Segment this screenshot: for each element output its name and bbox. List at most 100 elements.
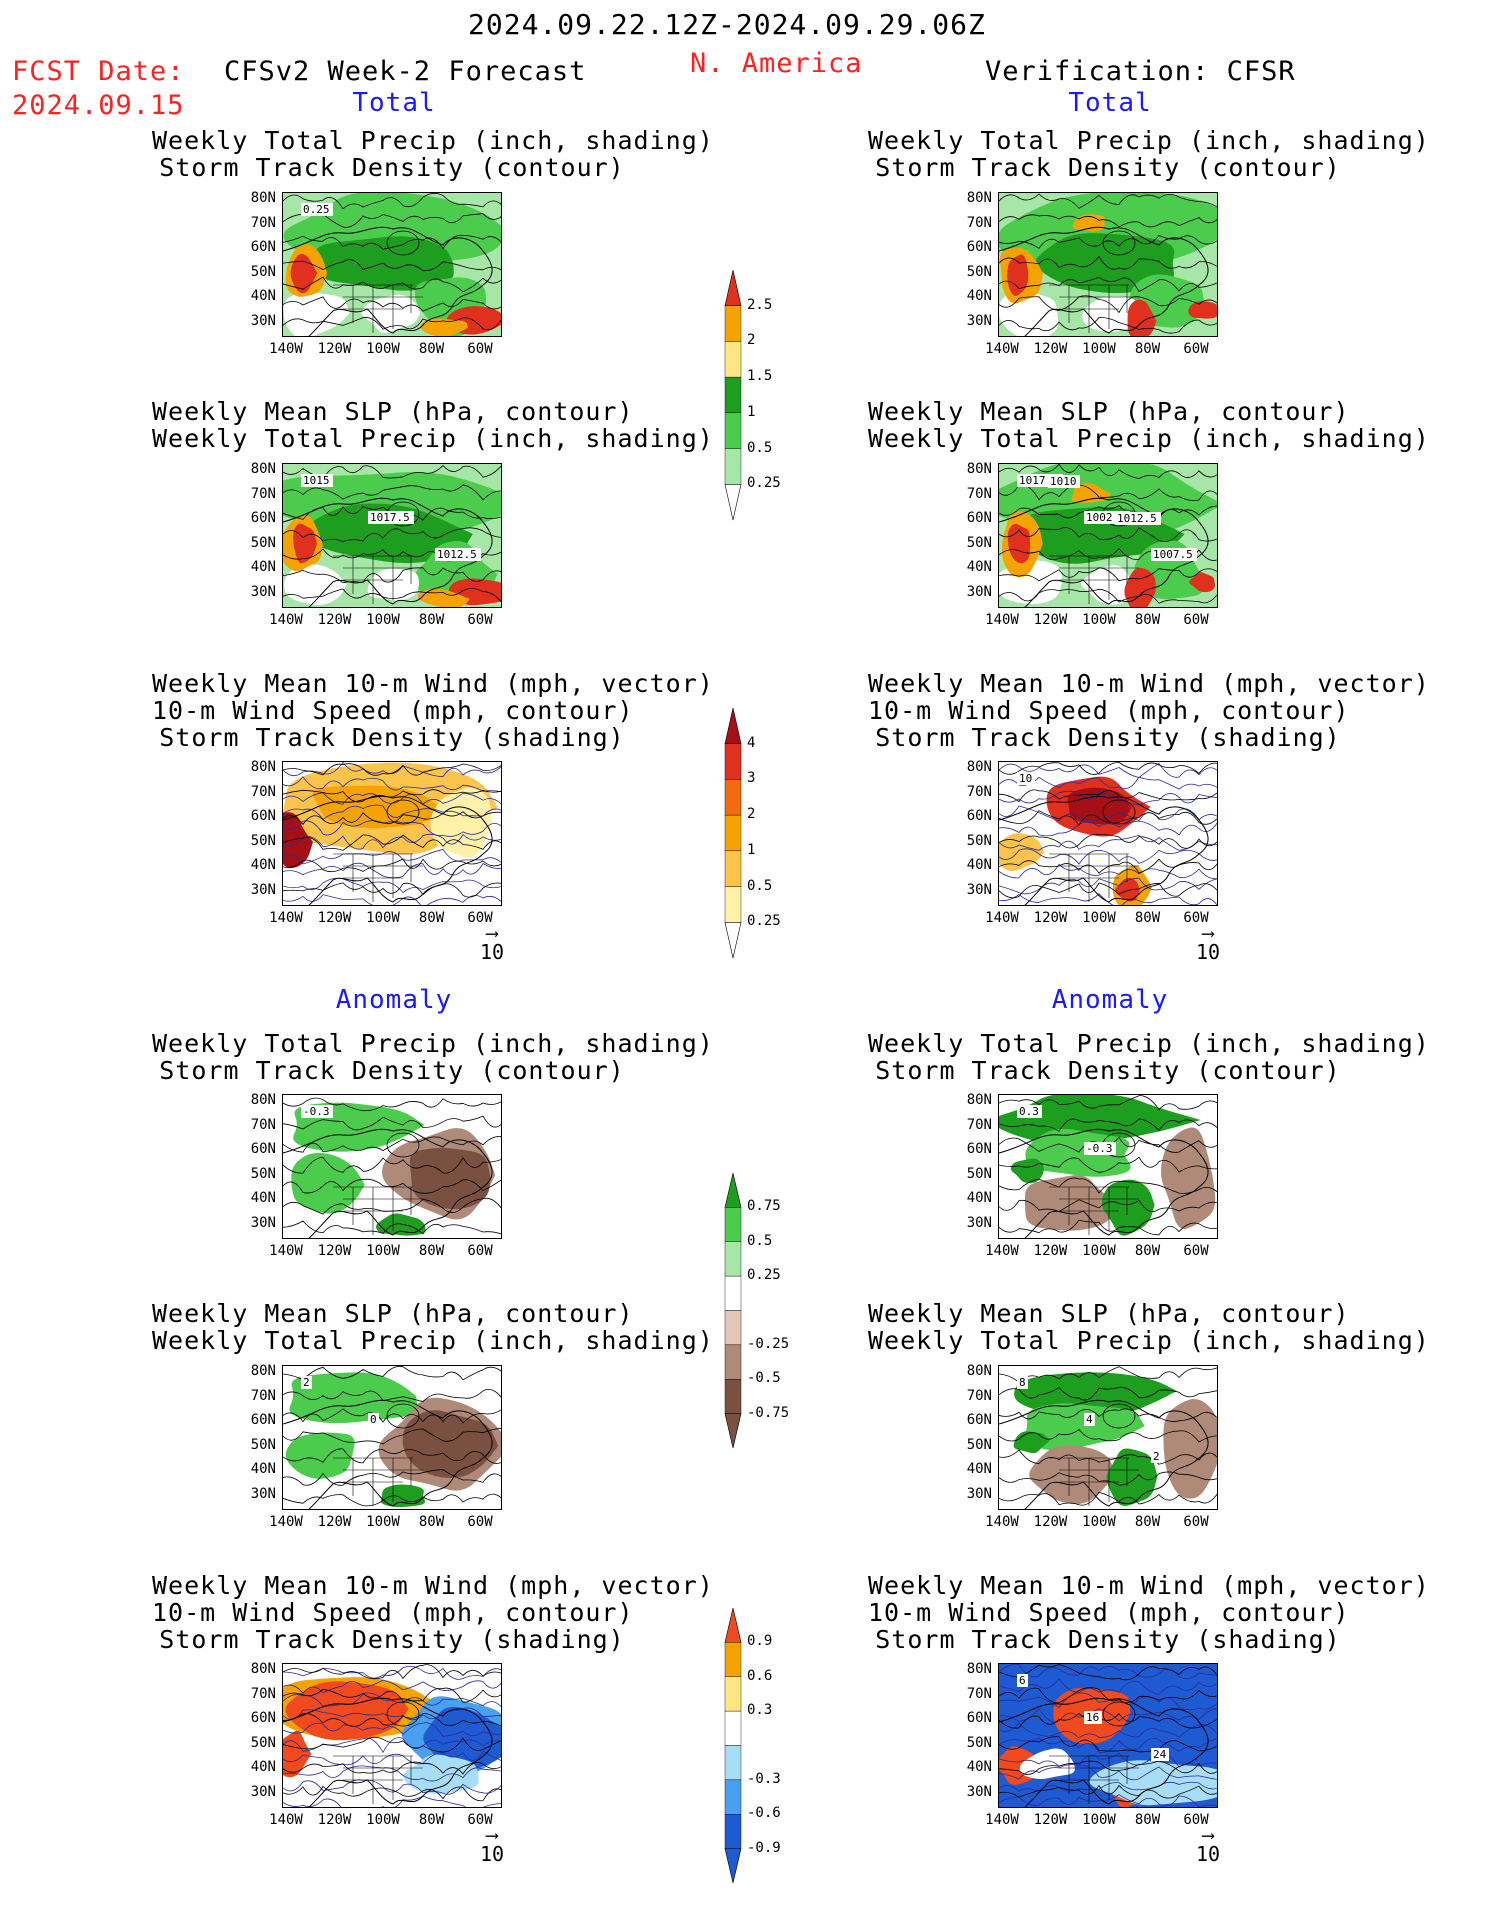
lon-tick-label: 80W [1134,910,1161,926]
colorbar-segment [724,1779,742,1815]
colorbar-label: 1 [747,841,756,858]
coastline-outline [283,497,493,607]
colorbar-bottom-cap [724,921,742,959]
map-panel-r6-verification: 6 16 24 [998,1663,1218,1808]
contour-label-bg [1084,1413,1095,1426]
shade-band [409,1147,491,1210]
hudson-bay-outline [1102,230,1136,256]
lon-tick-label: 80W [418,341,445,357]
colorbar-label: 0.5 [747,439,773,456]
lon-tick-label: 80W [418,612,445,628]
lon-tick-label: 120W [317,612,352,628]
shade-peak [1188,300,1217,319]
colorbar-segment [724,448,742,485]
colorbar-bottom-cap [724,1848,742,1884]
colorbar-label: 0.9 [747,1633,773,1650]
panel-title-r6-forecast: Weekly Mean 10-m Wind (mph, vector) 10-m … [152,1572,713,1653]
lat-tick-label: 40N [250,559,276,575]
shade-band [403,1754,479,1795]
lat-tick-label: 40N [966,1759,992,1775]
contour-label-bg [1115,512,1161,525]
contour-label: 1010 [1050,475,1077,488]
lon-tick-label: 140W [985,1812,1019,1828]
colorbar-label: 2 [747,332,756,349]
lon-tick-label: 60W [467,1812,493,1828]
shade-dry [361,294,421,333]
lon-tick-label: 140W [269,910,303,926]
colorbar-label: -0.25 [747,1335,790,1352]
lon-tick-label: 80W [1134,1514,1161,1530]
lat-tick-label: 80N [966,1363,992,1379]
shade-peak [1007,254,1029,296]
vector-reference-label: 10 [1195,1842,1221,1866]
map-panel-r2-forecast: 1015 1017.5 1012.5 [282,463,502,608]
colorbar-label: 0.75 [747,1198,781,1215]
shade-dry [1081,565,1134,605]
panel-title-line: Storm Track Density (contour) [875,153,1341,182]
coastline-outline [283,1128,493,1238]
panel-title-line: Weekly Mean SLP (hPa, contour) [152,397,634,426]
contour-label-bg [301,203,333,216]
state-borders [333,853,423,902]
lat-tick-label: 50N [966,1734,992,1751]
contour-label-bg [301,474,333,487]
lat-tick-label: 30N [250,1214,276,1231]
panel-title-r3-forecast: Weekly Mean 10-m Wind (mph, vector) 10-m … [152,670,713,751]
contour-label: 1017.5 [370,511,410,524]
lat-tick-label: 70N [250,783,276,800]
lon-tick-label: 120W [1033,341,1068,357]
lat-tick-label: 60N [966,1412,992,1428]
colorbar-segment [724,1344,742,1380]
map-svg: 20 [283,1366,501,1509]
lat-tick-label: 60N [250,510,276,526]
lon-tick-label: 60W [1183,910,1209,926]
map-panel-r4-forecast: -0.3 [282,1094,502,1239]
shade-band [1013,1431,1050,1454]
shade-band [402,1410,499,1478]
state-borders [1049,1755,1139,1804]
lon-tick-label: 80W [418,1812,445,1828]
lon-tick-label: 100W [1082,910,1116,926]
panel-title-line: Storm Track Density (contour) [159,153,625,182]
colorbar-top-cap [724,708,742,745]
lat-tick-label: 60N [250,1412,276,1428]
wind-contours [999,762,1217,905]
lat-tick-label: 80N [250,1661,276,1677]
lon-tick-label: 100W [1082,612,1116,628]
hudson-bay-outline [1102,1701,1136,1727]
contour-label-bg [368,1413,379,1426]
lat-tick-label: 30N [966,583,992,600]
lon-tick-label: 60W [1183,612,1209,628]
contour-label-bg [1084,1711,1102,1724]
colorbar-bottom-cap [724,1413,742,1449]
hudson-bay-outline [1102,1403,1136,1429]
lon-tick-label: 140W [269,1812,303,1828]
contour-label: 0.25 [303,203,330,216]
lon-tick-label: 120W [317,341,352,357]
contour-label: 6 [1019,1674,1026,1687]
colorbar-segment [724,1275,742,1311]
colorbar-top-cap [724,1173,742,1208]
colorbar-precip_total [724,270,742,521]
panel-title-r4-forecast: Weekly Total Precip (inch, shading) Storm… [152,1030,713,1084]
colorbar-label: -0.9 [747,1839,781,1856]
lat-tick-label: 60N [966,510,992,526]
lon-tick-label: 60W [467,1514,493,1530]
shade-band [312,785,441,829]
lat-tick-label: 40N [966,1190,992,1206]
fcst-date-value: 2024.09.15 [12,90,185,121]
panel-title-line: Weekly Mean SLP (hPa, contour) [868,1299,1350,1328]
lat-tick-label: 30N [250,312,276,329]
colorbar-segment [724,1241,742,1277]
panel-title-r3-verification: Weekly Mean 10-m Wind (mph, vector) 10-m … [868,670,1429,751]
fcst-date-label: FCST Date: [12,56,185,87]
colorbar-segment [724,1642,742,1677]
state-borders [1049,1186,1139,1235]
vector-reference-label: 10 [1195,940,1221,964]
lat-tick-label: 70N [250,1685,276,1702]
shade-dry [367,568,420,601]
lon-tick-label: 60W [467,1243,493,1259]
lat-tick-label: 50N [250,832,276,849]
lat-tick-label: 70N [966,485,992,502]
